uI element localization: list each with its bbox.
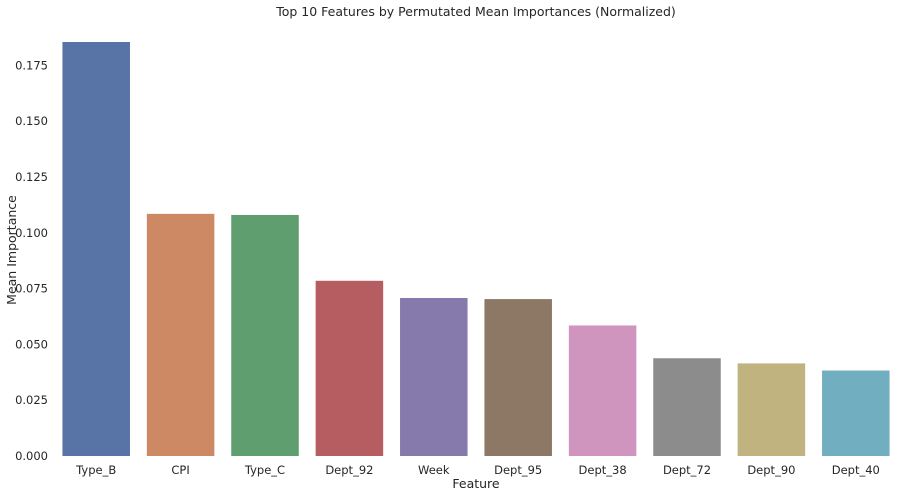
x-axis-label: Feature: [452, 476, 500, 491]
bar-cpi: [146, 213, 215, 456]
bar-dept-40: [822, 370, 890, 456]
x-tick-label: Week: [418, 463, 450, 477]
y-axis-ticks: 0.000 0.025 0.050 0.075 0.100 0.125 0.150 0.175: [15, 58, 48, 463]
x-tick-label: Type_C: [244, 463, 285, 477]
bar-week: [400, 297, 468, 456]
chart-title: Top 10 Features by Permutated Mean Impor…: [275, 4, 676, 19]
y-tick-label: 0.075: [15, 282, 48, 296]
x-tick-label: Dept_38: [579, 463, 627, 477]
bar-dept-92: [315, 280, 384, 456]
y-tick-label: 0.000: [15, 449, 48, 463]
x-tick-label: Type_B: [75, 463, 116, 477]
y-tick-label: 0.125: [15, 170, 48, 184]
x-tick-label: Dept_40: [832, 463, 880, 477]
bar-type-c: [231, 214, 299, 456]
bar-dept-95: [484, 299, 552, 456]
x-tick-label: Dept_95: [494, 463, 542, 477]
y-tick-label: 0.175: [15, 58, 48, 72]
x-tick-label: Dept_92: [325, 463, 373, 477]
x-tick-label: Dept_90: [747, 463, 795, 477]
x-tick-label: Dept_72: [663, 463, 711, 477]
bar-dept-90: [737, 363, 806, 456]
y-tick-label: 0.150: [15, 114, 48, 128]
y-tick-label: 0.100: [15, 226, 48, 240]
bar-dept-38: [568, 325, 637, 456]
x-tick-label: CPI: [171, 463, 189, 477]
bars-group: [62, 42, 890, 456]
bar-type-b: [62, 42, 130, 456]
y-axis-label: Mean Importance: [4, 195, 19, 305]
bar-dept-72: [653, 358, 721, 456]
y-tick-label: 0.050: [15, 337, 48, 351]
x-axis-ticks: Type_B CPI Type_C Dept_92 Week Dept_95 Dept_38…: [75, 463, 880, 477]
y-tick-label: 0.025: [15, 393, 48, 407]
